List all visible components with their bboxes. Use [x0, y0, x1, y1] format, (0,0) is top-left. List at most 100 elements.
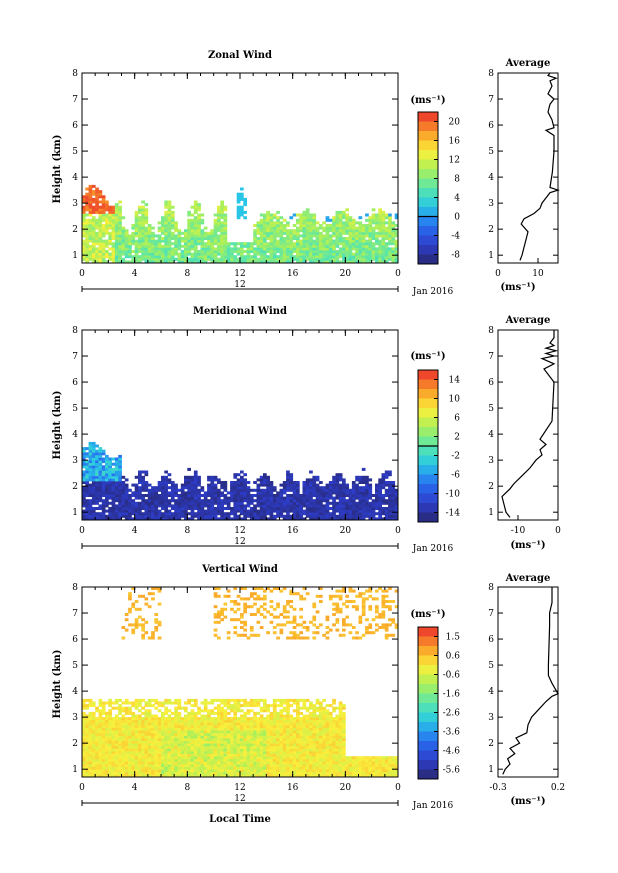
- heatmap-cell: [292, 512, 297, 516]
- heatmap-cell: [220, 769, 224, 773]
- heatmap-cell: [220, 735, 224, 739]
- heatmap-cell: [118, 454, 122, 458]
- heatmap-cell: [203, 252, 208, 256]
- heatmap-cell: [296, 252, 300, 256]
- heatmap-cell: [236, 698, 241, 702]
- heatmap-cell: [263, 504, 267, 508]
- heatmap-cell: [98, 473, 103, 477]
- heatmap-cell: [187, 483, 191, 487]
- heatmap-cell: [174, 769, 178, 773]
- heatmap-cell: [187, 507, 191, 510]
- heatmap-cell: [217, 494, 221, 497]
- heatmap-cell: [371, 226, 376, 230]
- heatmap-cell: [200, 758, 205, 762]
- heatmap-cell: [91, 481, 96, 484]
- heatmap-cell: [309, 483, 313, 487]
- colorbar-swatch: [418, 484, 438, 494]
- heatmap-cell: [131, 740, 136, 744]
- heatmap-cell: [203, 512, 208, 516]
- heatmap-cell: [253, 488, 257, 492]
- heatmap-cell: [101, 491, 106, 495]
- heatmap-cell: [358, 260, 363, 264]
- heatmap-cell: [348, 247, 353, 251]
- heatmap-cell: [111, 478, 116, 482]
- y-tick-label: 5: [72, 404, 78, 414]
- heatmap-cell: [296, 221, 300, 225]
- heatmap-cell: [177, 706, 182, 710]
- colorbar-swatch: [418, 446, 438, 456]
- heatmap-cell: [154, 740, 159, 744]
- y-tick-label: 7: [72, 95, 78, 105]
- heatmap-cell: [253, 257, 257, 261]
- heatmap-cell: [279, 239, 284, 243]
- heatmap-cell: [223, 735, 228, 739]
- heatmap-cell: [114, 231, 119, 235]
- heatmap-cell: [151, 242, 155, 246]
- colorbar-swatch: [418, 389, 438, 399]
- heatmap-cell: [243, 704, 247, 708]
- heatmap-cell: [348, 514, 353, 518]
- heatmap-cell: [299, 216, 303, 220]
- heatmap-cell: [147, 509, 152, 513]
- heatmap-cell: [134, 717, 139, 721]
- heatmap-cell: [180, 514, 185, 518]
- heatmap-cell: [381, 250, 386, 253]
- heatmap-cell: [312, 224, 317, 227]
- heatmap-cell: [114, 242, 119, 246]
- heatmap-cell: [233, 587, 238, 590]
- heatmap-cell: [111, 764, 116, 767]
- heatmap-cell: [111, 483, 116, 487]
- heatmap-cell: [170, 735, 175, 739]
- heatmap-cell: [226, 704, 231, 708]
- heatmap-cell: [266, 221, 270, 225]
- heatmap-cell: [266, 257, 270, 261]
- heatmap-cell: [213, 620, 218, 624]
- heatmap-cell: [114, 478, 119, 482]
- heatmap-cell: [147, 507, 152, 510]
- heatmap-cell: [226, 491, 231, 495]
- heatmap-cell: [302, 483, 307, 487]
- heatmap-cell: [223, 221, 228, 225]
- heatmap-cell: [164, 255, 168, 259]
- heatmap-cell: [114, 203, 119, 207]
- heatmap-cell: [266, 483, 270, 487]
- heatmap-cell: [217, 774, 221, 778]
- heatmap-cell: [210, 748, 215, 752]
- heatmap-cell: [358, 221, 363, 225]
- heatmap-cell: [345, 260, 349, 264]
- heatmap-cell: [315, 496, 320, 500]
- heatmap-cell: [85, 494, 89, 497]
- heatmap-cell: [157, 769, 162, 773]
- heatmap-cell: [88, 486, 93, 490]
- heatmap-cell: [394, 494, 399, 497]
- heatmap-cell: [315, 494, 320, 497]
- heatmap-cell: [203, 730, 208, 734]
- heatmap-cell: [272, 257, 277, 261]
- heatmap-cell: [249, 247, 254, 251]
- heatmap-cell: [88, 444, 93, 448]
- heatmap-cell: [174, 774, 178, 778]
- heatmap-cell: [378, 512, 382, 516]
- heatmap-cell: [368, 512, 373, 516]
- heatmap-cell: [108, 714, 112, 718]
- heatmap-cell: [230, 756, 234, 760]
- heatmap-cell: [249, 774, 254, 778]
- heatmap-cell: [296, 257, 300, 261]
- heatmap-cell: [190, 735, 195, 739]
- heatmap-cell: [233, 727, 238, 731]
- heatmap-cell: [167, 756, 172, 760]
- heatmap-cell: [164, 231, 168, 235]
- heatmap-cell: [161, 732, 165, 736]
- heatmap-cell: [151, 727, 155, 731]
- heatmap-cell: [338, 494, 343, 497]
- heatmap-cell: [312, 475, 317, 479]
- heatmap-cell: [368, 514, 373, 518]
- heatmap-cell: [226, 244, 231, 248]
- heatmap-cell: [355, 226, 359, 230]
- heatmap-cell: [358, 517, 363, 521]
- heatmap-cell: [312, 514, 317, 518]
- heatmap-cell: [141, 761, 145, 765]
- heatmap-cell: [98, 218, 103, 222]
- heatmap-cell: [276, 504, 280, 508]
- heatmap-cell: [184, 771, 188, 775]
